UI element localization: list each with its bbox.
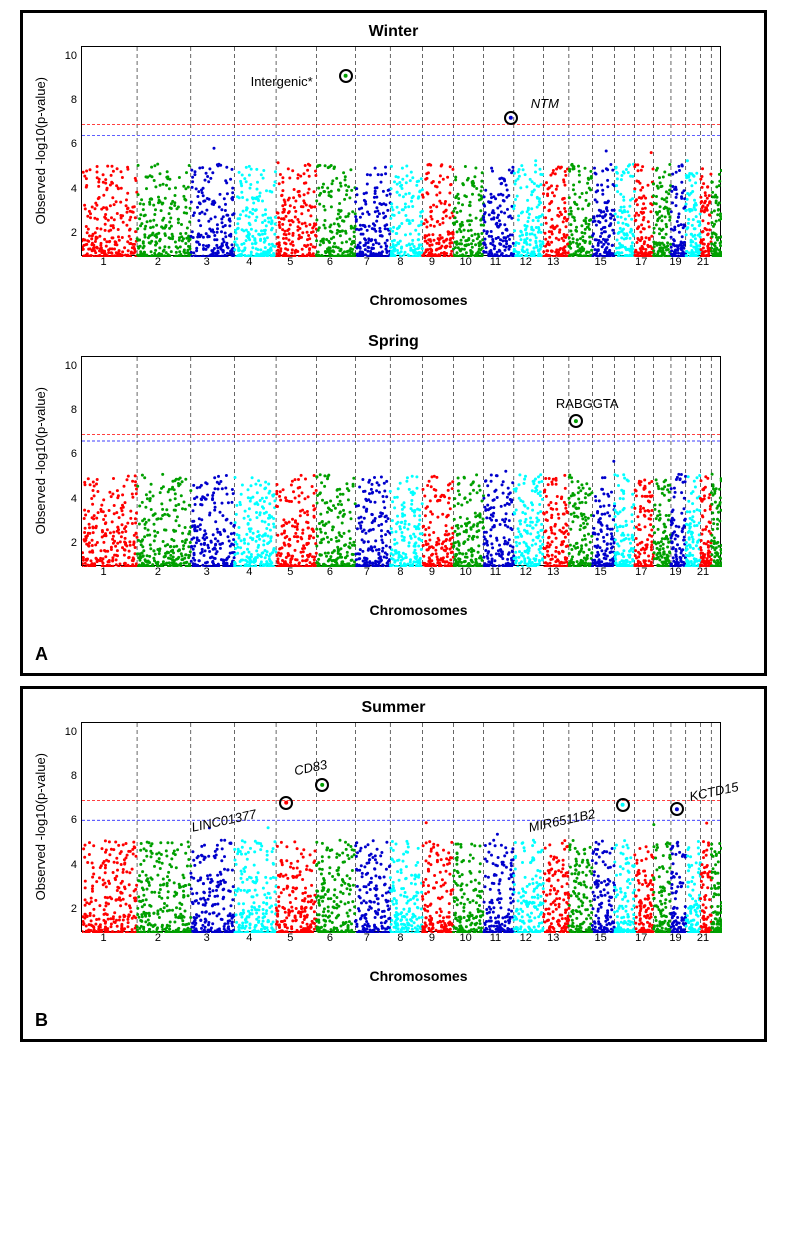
manhattan-chart: SpringObserved -log10(p-value)246810RABG… <box>33 333 754 618</box>
x-tick: 11 <box>490 566 501 578</box>
y-tick: 6 <box>71 138 77 150</box>
y-axis-label: Observed -log10(p-value) <box>33 753 48 900</box>
x-tick: 2 <box>155 256 161 268</box>
x-axis-label: Chromosomes <box>83 292 754 308</box>
y-tick: 10 <box>65 360 77 372</box>
x-axis-label: Chromosomes <box>83 968 754 984</box>
x-tick: 7 <box>364 566 370 578</box>
y-tick: 2 <box>71 537 77 549</box>
x-tick: 13 <box>547 256 559 268</box>
x-tick: 12 <box>520 566 532 578</box>
x-tick: 2 <box>155 932 161 944</box>
y-tick: 10 <box>65 50 77 62</box>
x-tick: 7 <box>364 932 370 944</box>
plot-area: LINC01377CD83MIR6511B2KCTD15 <box>81 722 721 932</box>
y-tick: 4 <box>71 493 77 505</box>
y-tick: 2 <box>71 227 77 239</box>
figure-panel-A: WinterObserved -log10(p-value)246810Inte… <box>20 10 767 676</box>
chart-title: Summer <box>33 699 754 717</box>
x-tick: 10 <box>459 566 471 578</box>
x-tick: 3 <box>204 256 210 268</box>
x-tick: 7 <box>364 256 370 268</box>
x-tick: 5 <box>287 932 293 944</box>
y-tick: 6 <box>71 814 77 826</box>
x-tick: 4 <box>246 932 252 944</box>
x-tick: 9 <box>429 566 435 578</box>
x-tick: 9 <box>429 256 435 268</box>
x-tick: 1 <box>101 256 107 268</box>
chart-title: Winter <box>33 23 754 41</box>
y-tick: 8 <box>71 404 77 416</box>
x-tick: 19 <box>669 566 681 578</box>
x-tick: 21 <box>697 256 709 268</box>
x-tick: 3 <box>204 932 210 944</box>
figure-panel-B: SummerObserved -log10(p-value)246810LINC… <box>20 686 767 1042</box>
y-tick: 4 <box>71 859 77 871</box>
x-tick: 21 <box>697 932 709 944</box>
chart-title: Spring <box>33 333 754 351</box>
y-tick: 4 <box>71 183 77 195</box>
x-tick: 17 <box>635 256 647 268</box>
manhattan-chart: SummerObserved -log10(p-value)246810LINC… <box>33 699 754 984</box>
x-tick: 19 <box>669 932 681 944</box>
x-tick: 11 <box>490 932 501 944</box>
x-tick: 5 <box>287 566 293 578</box>
y-tick: 2 <box>71 903 77 915</box>
manhattan-chart: WinterObserved -log10(p-value)246810Inte… <box>33 23 754 308</box>
x-tick: 19 <box>669 256 681 268</box>
x-tick: 12 <box>520 256 532 268</box>
x-tick: 5 <box>287 256 293 268</box>
y-tick: 10 <box>65 726 77 738</box>
x-tick: 1 <box>101 932 107 944</box>
x-tick: 9 <box>429 932 435 944</box>
x-tick: 13 <box>547 932 559 944</box>
x-tick: 6 <box>327 932 333 944</box>
plot-area: RABGGTA <box>81 356 721 566</box>
x-tick: 17 <box>635 566 647 578</box>
x-tick: 6 <box>327 566 333 578</box>
y-tick: 6 <box>71 448 77 460</box>
x-tick: 12 <box>520 932 532 944</box>
x-axis-label: Chromosomes <box>83 602 754 618</box>
y-axis-label: Observed -log10(p-value) <box>33 77 48 224</box>
y-tick: 8 <box>71 94 77 106</box>
x-tick: 13 <box>547 566 559 578</box>
x-tick: 6 <box>327 256 333 268</box>
panel-label: A <box>35 644 48 665</box>
panel-label: B <box>35 1010 48 1031</box>
y-axis-label: Observed -log10(p-value) <box>33 387 48 534</box>
x-tick: 2 <box>155 566 161 578</box>
x-tick: 4 <box>246 256 252 268</box>
x-tick: 17 <box>635 932 647 944</box>
x-tick: 15 <box>594 566 606 578</box>
x-tick: 4 <box>246 566 252 578</box>
x-tick: 1 <box>101 566 107 578</box>
x-tick: 15 <box>594 256 606 268</box>
y-tick: 8 <box>71 770 77 782</box>
x-tick: 3 <box>204 566 210 578</box>
x-tick: 8 <box>397 566 403 578</box>
x-tick: 10 <box>459 932 471 944</box>
x-tick: 11 <box>490 256 501 268</box>
x-tick: 8 <box>397 932 403 944</box>
plot-area: Intergenic*NTM <box>81 46 721 256</box>
x-tick: 15 <box>594 932 606 944</box>
x-tick: 8 <box>397 256 403 268</box>
x-tick: 21 <box>697 566 709 578</box>
x-tick: 10 <box>459 256 471 268</box>
